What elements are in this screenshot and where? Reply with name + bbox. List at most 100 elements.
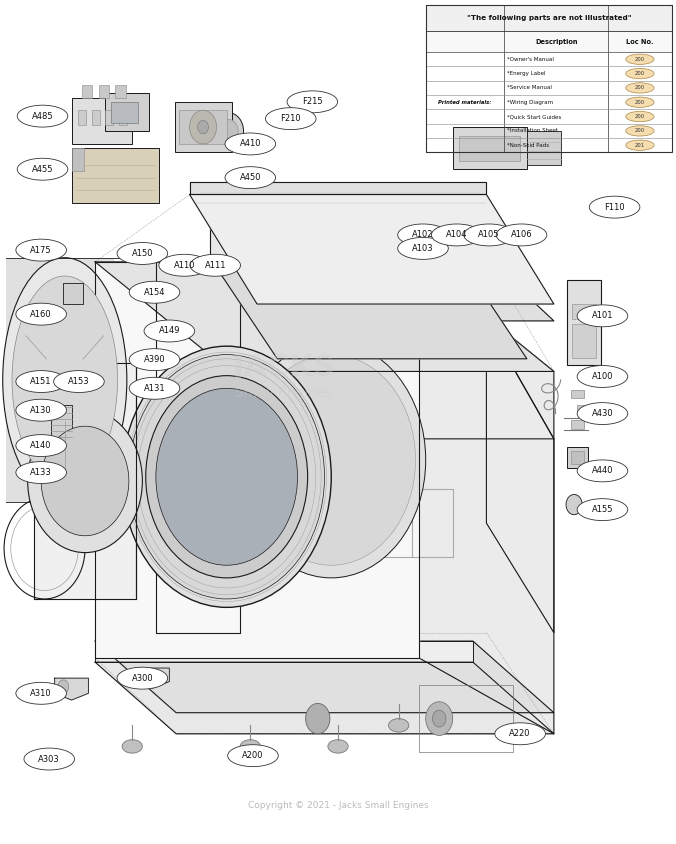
Bar	[6, 257, 114, 502]
Bar	[460, 136, 520, 161]
Ellipse shape	[225, 166, 276, 188]
Circle shape	[146, 376, 308, 578]
Polygon shape	[136, 668, 170, 688]
Ellipse shape	[389, 718, 409, 732]
Bar	[358, 235, 412, 253]
Text: A440: A440	[592, 467, 613, 475]
Polygon shape	[487, 321, 554, 633]
Text: 200: 200	[635, 100, 645, 105]
Polygon shape	[156, 257, 240, 633]
Text: *Wiring Diagram: *Wiring Diagram	[507, 100, 554, 105]
Polygon shape	[95, 663, 554, 733]
Bar	[527, 132, 560, 165]
Bar	[572, 304, 596, 319]
Ellipse shape	[626, 54, 654, 64]
Ellipse shape	[626, 126, 654, 136]
Polygon shape	[189, 181, 487, 194]
Ellipse shape	[53, 371, 104, 392]
Text: 200: 200	[635, 114, 645, 119]
Text: *Quick Start Guides: *Quick Start Guides	[507, 114, 562, 119]
Bar	[174, 102, 232, 153]
Ellipse shape	[144, 320, 195, 342]
Text: A310: A310	[30, 689, 52, 698]
Ellipse shape	[397, 237, 448, 259]
Bar	[51, 447, 75, 468]
Polygon shape	[34, 363, 136, 599]
Circle shape	[189, 111, 216, 144]
Ellipse shape	[225, 133, 276, 155]
Bar	[111, 102, 138, 123]
Ellipse shape	[17, 159, 68, 180]
Bar	[179, 111, 226, 144]
Text: 200: 200	[635, 71, 645, 76]
Text: 200: 200	[635, 85, 645, 90]
Polygon shape	[95, 641, 554, 712]
Text: A100: A100	[592, 372, 613, 381]
Polygon shape	[55, 678, 89, 700]
Text: A410: A410	[239, 139, 261, 149]
Bar	[51, 405, 72, 439]
Polygon shape	[95, 262, 554, 371]
Bar	[571, 390, 584, 398]
Polygon shape	[419, 262, 554, 733]
Bar	[426, 5, 672, 153]
Ellipse shape	[129, 349, 180, 371]
Ellipse shape	[24, 748, 74, 770]
Text: A455: A455	[32, 165, 53, 174]
Polygon shape	[210, 257, 527, 359]
Bar	[105, 111, 114, 126]
Bar	[99, 85, 110, 98]
Text: *Energy Label: *Energy Label	[507, 71, 546, 76]
Circle shape	[296, 235, 312, 255]
Circle shape	[331, 235, 345, 252]
Text: A175: A175	[30, 246, 52, 255]
Bar	[72, 149, 160, 203]
Circle shape	[28, 409, 143, 553]
Text: A485: A485	[32, 111, 53, 121]
Text: A450: A450	[239, 173, 261, 182]
Circle shape	[440, 238, 448, 248]
Text: A131: A131	[144, 384, 166, 392]
Circle shape	[306, 703, 330, 733]
Ellipse shape	[159, 254, 210, 276]
Bar	[453, 127, 527, 169]
Bar	[571, 420, 584, 429]
Text: A102: A102	[412, 230, 434, 240]
Circle shape	[476, 241, 487, 255]
Text: Copyright © 2021 - Jacks Small Engines: Copyright © 2021 - Jacks Small Engines	[247, 801, 429, 810]
Ellipse shape	[577, 499, 628, 521]
Ellipse shape	[495, 722, 546, 744]
Bar	[567, 447, 587, 468]
Circle shape	[433, 710, 446, 727]
Ellipse shape	[16, 371, 66, 392]
Ellipse shape	[240, 739, 260, 753]
Ellipse shape	[397, 224, 448, 246]
Text: *Service Manual: *Service Manual	[507, 85, 552, 90]
Text: Description: Description	[535, 39, 577, 45]
Text: A101: A101	[592, 311, 613, 321]
Ellipse shape	[626, 111, 654, 122]
Circle shape	[450, 232, 460, 244]
Bar	[72, 149, 84, 170]
Text: 200: 200	[635, 57, 645, 62]
Ellipse shape	[266, 108, 316, 130]
Circle shape	[41, 426, 129, 536]
Ellipse shape	[129, 377, 180, 399]
Ellipse shape	[228, 744, 279, 766]
Text: A151: A151	[30, 377, 52, 386]
Ellipse shape	[16, 462, 66, 484]
Ellipse shape	[12, 276, 118, 484]
Text: *Owner's Manual: *Owner's Manual	[507, 57, 554, 62]
Ellipse shape	[626, 68, 654, 78]
Text: A133: A133	[30, 468, 52, 477]
Text: F215: F215	[302, 97, 322, 106]
Text: A140: A140	[30, 441, 52, 450]
Polygon shape	[240, 257, 554, 321]
Circle shape	[426, 701, 453, 735]
Bar	[572, 324, 596, 358]
Bar	[116, 85, 126, 98]
Text: A104: A104	[446, 230, 468, 240]
Ellipse shape	[117, 242, 168, 264]
Circle shape	[155, 671, 164, 682]
Text: A150: A150	[132, 249, 153, 258]
